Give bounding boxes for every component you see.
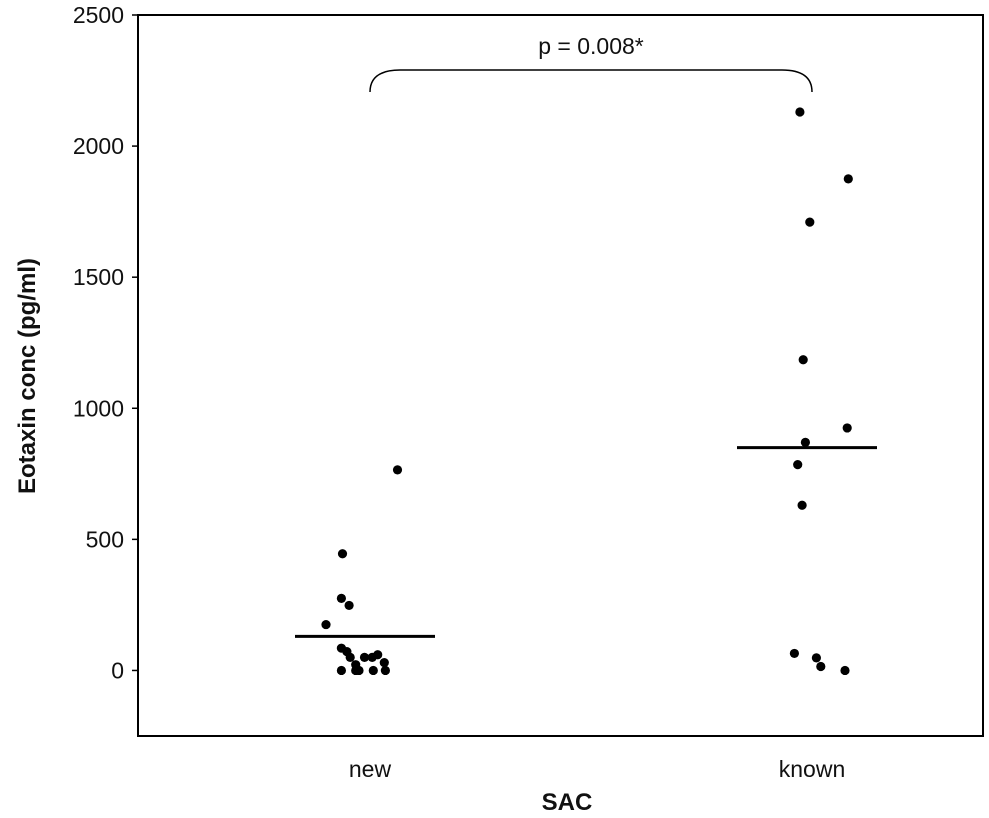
data-point-known	[793, 460, 803, 470]
data-point-new	[336, 665, 346, 676]
y-tick-label: 2000	[73, 133, 124, 159]
x-tick-label-known: known	[779, 756, 845, 782]
x-axis-title: SAC	[542, 789, 593, 816]
data-point-new	[392, 465, 403, 475]
data-point-known	[800, 437, 811, 447]
data-point-known	[789, 648, 800, 659]
data-point-new	[380, 665, 390, 676]
y-tick-label: 1500	[73, 264, 124, 290]
data-point-new	[373, 650, 383, 660]
y-tick-label: 2500	[73, 2, 124, 28]
significance-bracket	[369, 69, 813, 93]
data-point-known	[842, 423, 852, 433]
data-point-known	[797, 500, 807, 510]
data-point-known	[811, 653, 822, 663]
data-point-known	[795, 107, 805, 117]
y-tick-label: 0	[111, 657, 124, 683]
y-axis-title: Eotaxin conc (pg/ml)	[14, 258, 41, 494]
data-point-new	[359, 652, 370, 662]
data-point-new	[344, 600, 354, 611]
data-point-new	[337, 549, 348, 559]
data-point-new	[379, 657, 389, 668]
data-point-known	[840, 665, 850, 676]
y-tick-label: 1000	[73, 395, 124, 421]
p-value-label: p = 0.008*	[538, 33, 644, 59]
y-tick-label: 500	[86, 526, 124, 552]
data-point-new	[321, 619, 331, 630]
data-point-new	[345, 652, 355, 662]
data-point-known	[843, 174, 853, 184]
plot-area-frame	[137, 14, 984, 737]
data-point-known	[798, 355, 808, 365]
data-point-new	[354, 665, 364, 676]
x-tick-label-new: new	[349, 756, 392, 782]
data-point-known	[805, 217, 815, 227]
data-point-new	[368, 665, 378, 676]
data-point-known	[816, 661, 826, 672]
data-point-new	[336, 593, 346, 603]
